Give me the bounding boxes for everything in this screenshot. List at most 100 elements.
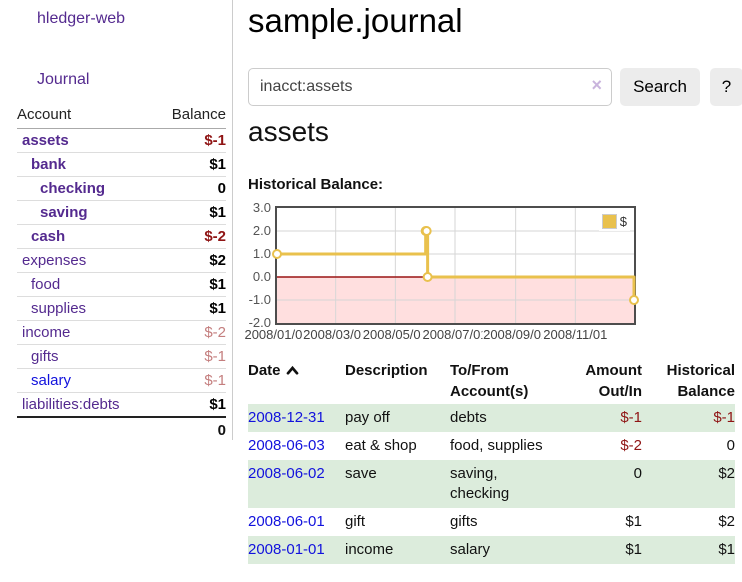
data-point (272, 249, 282, 259)
account-row: supplies $1 (17, 296, 226, 321)
transaction-description: save (345, 460, 450, 508)
accounts-header-account: Account (17, 104, 154, 129)
register-header-accounts: To/From Account(s) (450, 362, 529, 400)
data-point (629, 295, 639, 305)
account-balance: $-1 (153, 128, 226, 153)
transaction-accounts: salary (450, 536, 562, 564)
account-row: expenses $2 (17, 248, 226, 273)
y-axis-tick-label: -1.0 (248, 292, 271, 307)
transaction-balance: $-1 (642, 404, 735, 432)
historical-balance-chart: $ 3.0 2.0 1.0 0.0 -1.0 -2.0 2008/01/01 2008/03/… (240, 200, 742, 348)
account-row: cash $-2 (17, 224, 226, 249)
account-link-expenses[interactable]: expenses (22, 252, 87, 269)
sidebar: hledger-web Journal Account Balance asse… (0, 0, 233, 443)
accounts-header-balance: Balance (153, 104, 226, 129)
search-button[interactable]: Search (620, 68, 700, 106)
transaction-row: 2008-06-02 save saving, checking 0 $2 (248, 460, 735, 508)
chart-plot-area: $ (272, 206, 639, 325)
account-link-saving[interactable]: saving (40, 204, 88, 221)
account-link-salary[interactable]: salary (31, 372, 72, 389)
transaction-balance: $1 (642, 536, 735, 564)
help-button[interactable]: ? (710, 68, 742, 106)
x-axis-tick-label: 2008/01/01 (243, 327, 311, 342)
y-axis-tick-label: -2.0 (248, 315, 271, 330)
accounts-total-value: 0 (153, 416, 226, 443)
account-balance: $1 (153, 392, 226, 418)
search-input[interactable] (248, 68, 612, 106)
chart-title: Historical Balance: (248, 176, 384, 193)
account-balance: 0 (153, 176, 226, 201)
account-row: liabilities:debts $1 (17, 392, 226, 418)
account-row: food $1 (17, 272, 226, 297)
x-axis-tick-label: 2008/09/01 (482, 327, 550, 342)
account-heading: assets (248, 116, 329, 147)
transaction-amount: $-1 (562, 404, 642, 432)
transaction-accounts: debts (450, 404, 562, 432)
transaction-balance: 0 (726, 437, 735, 454)
transaction-row: 2008-01-01 income salary $1 $1 (248, 536, 735, 564)
account-link-cash[interactable]: cash (31, 228, 66, 245)
account-balance: $1 (153, 272, 226, 297)
account-link-checking[interactable]: checking (40, 180, 106, 197)
register-header-date[interactable]: Date (248, 360, 345, 404)
x-axis-tick-label: 2008/03/01 (302, 327, 370, 342)
transaction-description: pay off (345, 404, 450, 432)
transaction-row: 2008-06-01 gift gifts $1 $2 (248, 508, 735, 536)
transaction-row: 2008-06-03 eat & shop food, supplies $-2 0 (248, 432, 735, 460)
transaction-date-link[interactable]: 2008-06-01 (248, 513, 325, 530)
transaction-amount: 0 (562, 460, 642, 508)
transaction-description: income (345, 536, 450, 564)
transaction-amount: $-2 (620, 437, 642, 454)
account-row: bank $1 (17, 152, 226, 177)
account-balance: $1 (153, 152, 226, 177)
account-link-assets[interactable]: assets (22, 132, 69, 149)
register-header-amount: Amount Out/In (585, 362, 642, 400)
account-link-income[interactable]: income (22, 324, 71, 341)
account-row: income $-2 (17, 320, 226, 345)
register-header-balance: Historical Balance (666, 362, 735, 400)
transaction-description: eat & shop (345, 437, 417, 454)
account-link-bank[interactable]: bank (31, 156, 67, 173)
account-balance: $-1 (153, 368, 226, 393)
transaction-amount: $1 (562, 536, 642, 564)
x-axis-tick-label: 2008/05/01 (361, 327, 429, 342)
data-point (422, 272, 433, 282)
transaction-row: 2008-12-31 pay off debts $-1 $-1 (248, 404, 735, 432)
y-axis-tick-label: 2.0 (252, 223, 271, 238)
account-row: checking 0 (17, 176, 226, 201)
transaction-accounts: food, supplies (450, 437, 543, 454)
account-balance: $-2 (153, 320, 226, 345)
x-axis-tick-label: 2008/11/01 (542, 327, 609, 342)
transaction-date-link[interactable]: 2008-01-01 (248, 541, 325, 558)
transaction-balance: $2 (718, 513, 735, 530)
data-point (421, 226, 432, 236)
account-link-gifts[interactable]: gifts (31, 348, 59, 365)
legend-swatch-icon (601, 214, 617, 229)
transaction-date-link[interactable]: 2008-06-03 (248, 437, 325, 454)
account-row: salary $-1 (17, 368, 226, 393)
transaction-accounts: saving, checking (450, 460, 562, 508)
chart-legend: $ (598, 212, 630, 231)
clear-search-icon[interactable]: × (591, 75, 602, 95)
account-balance: $1 (153, 200, 226, 225)
accounts-total-row: 0 (17, 416, 226, 443)
account-row: gifts $-1 (17, 344, 226, 369)
sidebar-item-journal[interactable]: Journal (37, 71, 90, 88)
account-link-liabilities-debts[interactable]: liabilities:debts (22, 396, 120, 413)
transaction-date-link[interactable]: 2008-06-02 (248, 465, 325, 482)
transaction-accounts: gifts (450, 513, 478, 530)
app-title-link[interactable]: hledger-web (37, 10, 126, 27)
account-link-supplies[interactable]: supplies (31, 300, 87, 317)
account-link-food[interactable]: food (31, 276, 61, 293)
legend-label: $ (619, 214, 627, 229)
transaction-date-link[interactable]: 2008-12-31 (248, 409, 325, 426)
account-row: saving $1 (17, 200, 226, 225)
x-axis-tick-label: 2008/07/01 (421, 327, 489, 342)
account-balance: $-2 (153, 224, 226, 249)
transaction-balance: $2 (642, 460, 735, 508)
transaction-amount: $1 (625, 513, 642, 530)
y-axis-tick-label: 1.0 (252, 246, 271, 261)
sort-ascending-icon (286, 365, 298, 375)
account-balance: $-1 (153, 344, 226, 369)
account-row: assets $-1 (17, 128, 226, 153)
